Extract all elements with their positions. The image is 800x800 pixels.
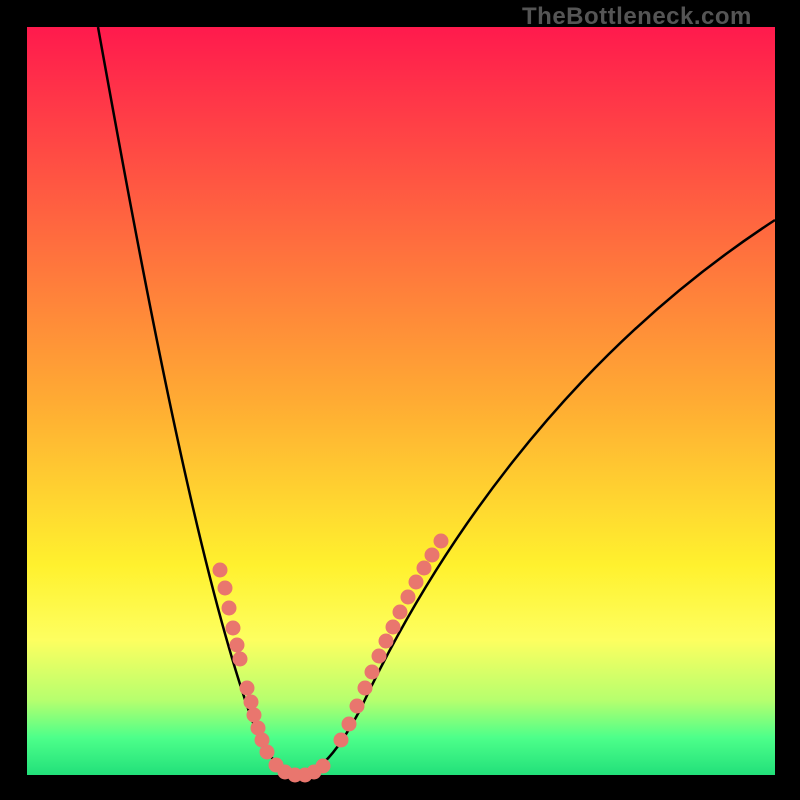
plot-area	[27, 27, 775, 775]
watermark-text: TheBottleneck.com	[522, 3, 752, 31]
